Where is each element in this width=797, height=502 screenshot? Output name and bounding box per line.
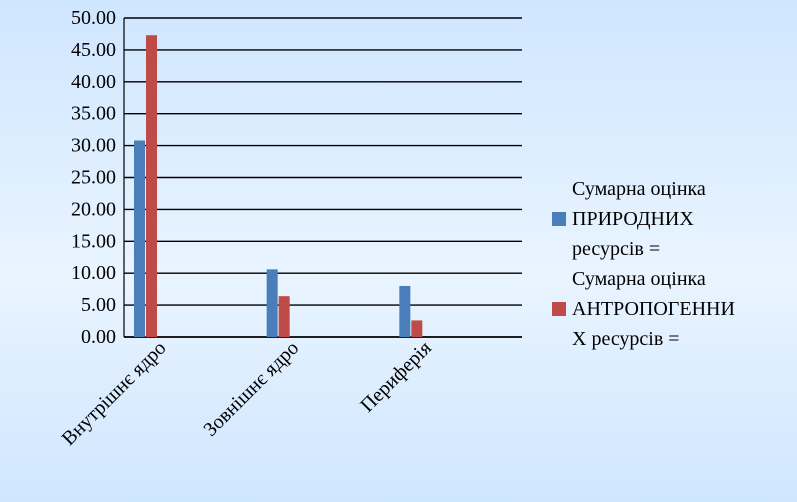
bar-natural-1 <box>134 140 145 337</box>
legend-label-natural: Сумарна оцінка ПРИРОДНИХ ресурсів = <box>572 178 706 260</box>
y-tick-label: 35.00 <box>71 103 116 125</box>
bar-anthropogenic-1 <box>146 35 157 337</box>
y-tick-label: 40.00 <box>71 71 116 93</box>
bar-natural-2 <box>266 269 278 337</box>
y-tick-label: 0.00 <box>81 326 116 348</box>
y-tick-label: 30.00 <box>71 135 116 157</box>
y-tick-label: 50.00 <box>71 7 116 29</box>
y-tick-label: 10.00 <box>71 262 116 284</box>
x-category-label: Внутрішнє ядро <box>58 337 171 450</box>
legend-entry-anthropogenic: Сумарна оцінка АНТРОПОГЕННИ Х ресурсів = <box>552 264 792 354</box>
legend-entry-natural: Сумарна оцінка ПРИРОДНИХ ресурсів = <box>552 174 792 264</box>
bar-natural-3 <box>399 285 411 337</box>
legend-swatch-natural <box>552 212 566 226</box>
x-category-label: Зовнішнє ядро <box>199 337 303 441</box>
y-tick-label: 20.00 <box>71 198 116 220</box>
y-tick-label: 5.00 <box>81 294 116 316</box>
bar-anthropogenic-2 <box>278 296 290 337</box>
legend: Сумарна оцінка ПРИРОДНИХ ресурсів = Сума… <box>552 174 792 354</box>
legend-label-anthropogenic: Сумарна оцінка АНТРОПОГЕННИ Х ресурсів = <box>572 268 735 350</box>
x-category-label: Периферія <box>356 337 436 417</box>
y-tick-label: 45.00 <box>71 39 116 61</box>
y-tick-label: 15.00 <box>71 230 116 252</box>
bar-anthropogenic-3 <box>411 320 423 337</box>
y-tick-label: 25.00 <box>71 167 116 189</box>
legend-swatch-anthropogenic <box>552 302 566 316</box>
